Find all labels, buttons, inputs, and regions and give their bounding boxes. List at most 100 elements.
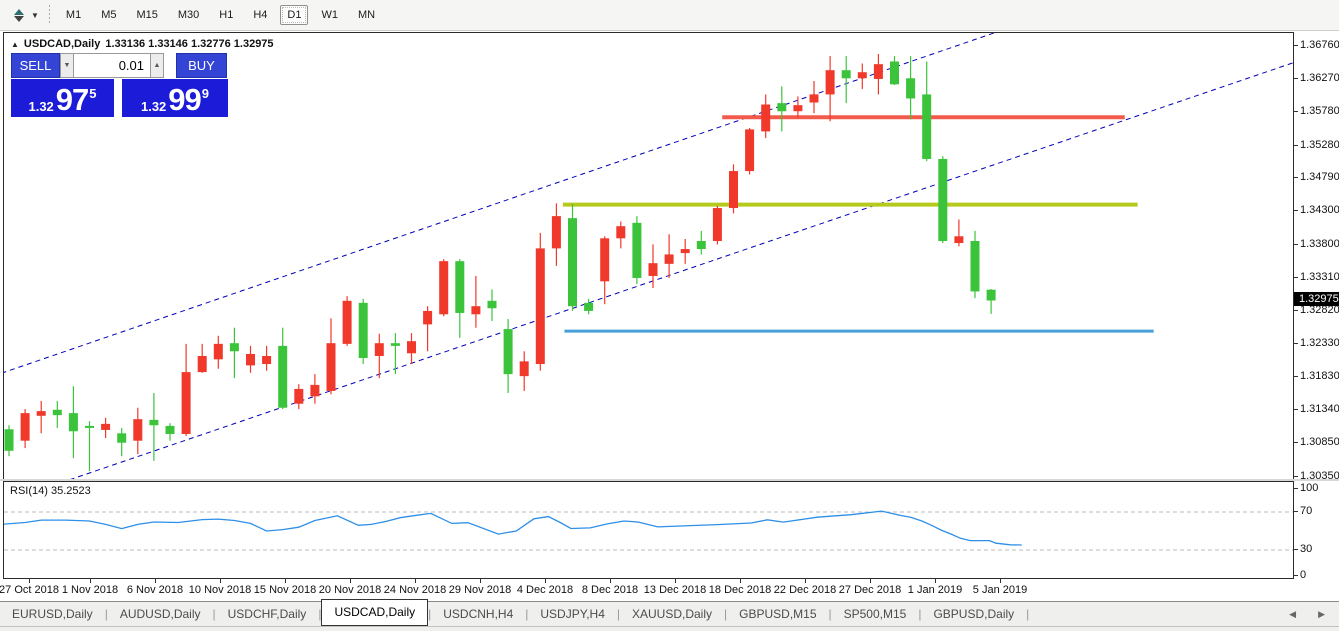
lot-size-input[interactable]: 0.01 xyxy=(74,53,150,78)
candle-body xyxy=(825,70,835,95)
channel-upper-line[interactable] xyxy=(4,33,1233,376)
symbol-period-label: USDCAD,Daily xyxy=(23,38,101,50)
buy-price-display[interactable]: 1.32 99 9 xyxy=(122,79,228,117)
tabs-scroll-left-icon[interactable]: ◀ xyxy=(1289,608,1297,619)
timeframe-button-h1[interactable]: H1 xyxy=(219,9,234,21)
tab-separator: | xyxy=(525,607,529,621)
rsi-indicator-pane[interactable]: RSI(14) 35.2523 xyxy=(3,481,1294,579)
price-chart-pane[interactable]: ▲ USDCAD,Daily 1.33136 1.33146 1.32776 1… xyxy=(3,32,1294,480)
candle-body xyxy=(68,413,78,432)
candle-body xyxy=(181,372,191,434)
price-tick xyxy=(1294,409,1298,411)
candle-body xyxy=(85,425,94,428)
price-arrows-icon[interactable] xyxy=(9,7,29,23)
pane-splitter[interactable] xyxy=(0,479,1339,481)
sell-price-prefix: 1.32 xyxy=(28,99,54,114)
rsi-tick-label: 70 xyxy=(1300,505,1313,517)
sell-price-display[interactable]: 1.32 97 5 xyxy=(11,79,114,117)
rsi-tick xyxy=(1294,488,1298,489)
price-axis[interactable]: 1.36760 1.36270 1.35780 1.35280 1.34790 1.343… xyxy=(1294,32,1339,482)
rsi-tick-label: 0 xyxy=(1300,569,1307,581)
date-tick-label: 18 Dec 2018 xyxy=(708,584,772,596)
candle-body xyxy=(294,388,304,404)
lot-decrease-button[interactable]: ▼ xyxy=(60,53,74,78)
tab-separator: | xyxy=(828,607,832,621)
rsi-axis: 100 70 30 0 xyxy=(1294,481,1339,581)
candle-body xyxy=(954,236,964,244)
tab-separator: | xyxy=(212,607,216,621)
candle-body xyxy=(535,248,545,365)
price-tick-label: 1.35280 xyxy=(1300,138,1339,151)
tabs-scroll-right-icon[interactable]: ▶ xyxy=(1318,608,1325,619)
price-tick xyxy=(1294,309,1298,311)
timeframe-button-m1[interactable]: M1 xyxy=(65,9,82,21)
timeframe-button-mn[interactable]: MN xyxy=(357,9,376,21)
chart-tab-audusd-daily[interactable]: AUDUSD,Daily xyxy=(119,607,201,621)
date-tick-label: 8 Dec 2018 xyxy=(581,584,639,596)
date-tick-label: 27 Dec 2018 xyxy=(838,584,902,596)
chart-tab-usdchf-daily[interactable]: USDCHF,Daily xyxy=(227,607,307,621)
candle-body xyxy=(149,419,159,426)
timeframe-button-m30[interactable]: M30 xyxy=(177,9,200,21)
channel-lower-line[interactable] xyxy=(4,61,1293,479)
date-tick-label: 13 Dec 2018 xyxy=(643,584,707,596)
timeframe-button-h4[interactable]: H4 xyxy=(253,9,268,21)
candle-body xyxy=(278,345,288,408)
date-tick xyxy=(610,579,611,583)
candle-body xyxy=(471,306,481,315)
date-axis[interactable]: 27 Oct 2018 1 Nov 2018 6 Nov 2018 10 Nov 20… xyxy=(0,579,1339,601)
sell-button[interactable]: SELL xyxy=(11,53,60,78)
candlestick-chart[interactable] xyxy=(4,33,1293,479)
rsi-tick-label: 100 xyxy=(1300,482,1319,494)
chart-tab-eurusd-daily[interactable]: EURUSD,Daily xyxy=(12,607,93,621)
timeframe-button-m15[interactable]: M15 xyxy=(136,9,158,21)
date-tick xyxy=(935,579,936,583)
chart-tab-sp500-m15[interactable]: SP500,M15 xyxy=(843,607,907,621)
price-tick-label: 1.36270 xyxy=(1300,71,1339,84)
tab-separator: | xyxy=(1026,607,1030,621)
date-tick-label: 29 Nov 2018 xyxy=(448,584,512,596)
timeframe-button-d1[interactable]: D1 xyxy=(280,5,309,25)
tab-separator: | xyxy=(918,607,922,621)
rsi-tick xyxy=(1294,511,1298,512)
candle-body xyxy=(729,171,738,209)
lot-increase-button[interactable]: ▲ xyxy=(150,53,164,78)
toolbar-separator xyxy=(48,5,50,25)
chart-tab-xauusd-daily[interactable]: XAUUSD,Daily xyxy=(632,607,713,621)
chart-tab-usdcnh-h4[interactable]: USDCNH,H4 xyxy=(443,607,514,621)
buy-button[interactable]: BUY xyxy=(176,53,227,78)
candle-body xyxy=(938,158,948,241)
date-tick xyxy=(155,579,156,583)
candle-body xyxy=(600,238,610,282)
price-tick xyxy=(1294,77,1298,79)
price-tick xyxy=(1294,144,1298,146)
chart-tab-usdcad-daily[interactable]: USDCAD,Daily xyxy=(321,599,429,626)
price-tick xyxy=(1294,342,1298,344)
date-tick xyxy=(350,579,351,583)
rsi-chart[interactable] xyxy=(4,482,1293,578)
date-tick-label: 1 Nov 2018 xyxy=(61,584,119,596)
date-tick xyxy=(805,579,806,583)
timeframe-button-w1[interactable]: W1 xyxy=(321,9,338,21)
candle-body xyxy=(246,353,255,366)
candle-body xyxy=(390,343,400,346)
chevron-down-icon[interactable]: ▼ xyxy=(31,10,39,20)
chart-tab-usdjpy-h4[interactable]: USDJPY,H4 xyxy=(540,607,605,621)
buy-price-big: 99 xyxy=(168,82,201,117)
candle-body xyxy=(20,413,30,441)
candle-body xyxy=(358,302,368,358)
collapse-arrow-icon[interactable]: ▲ xyxy=(11,39,19,49)
buy-price-pipette: 9 xyxy=(201,86,210,101)
rsi-label: RSI(14) 35.2523 xyxy=(10,485,91,497)
chart-tab-gbpusd-m15[interactable]: GBPUSD,M15 xyxy=(739,607,817,621)
date-tick-label: 6 Nov 2018 xyxy=(126,584,184,596)
chart-tab-gbpusd-daily[interactable]: GBPUSD,Daily xyxy=(933,607,1015,621)
one-click-trading-widget: SELL ▼ 0.01 ▲ BUY 1.32 97 5 1.32 99 9 xyxy=(11,53,233,117)
candle-body xyxy=(680,249,690,254)
candle-body xyxy=(503,329,513,375)
candle-body xyxy=(36,411,46,416)
candle-body xyxy=(857,72,867,79)
timeframe-button-m5[interactable]: M5 xyxy=(101,9,117,21)
candle-body xyxy=(841,70,851,79)
date-tick xyxy=(545,579,546,583)
